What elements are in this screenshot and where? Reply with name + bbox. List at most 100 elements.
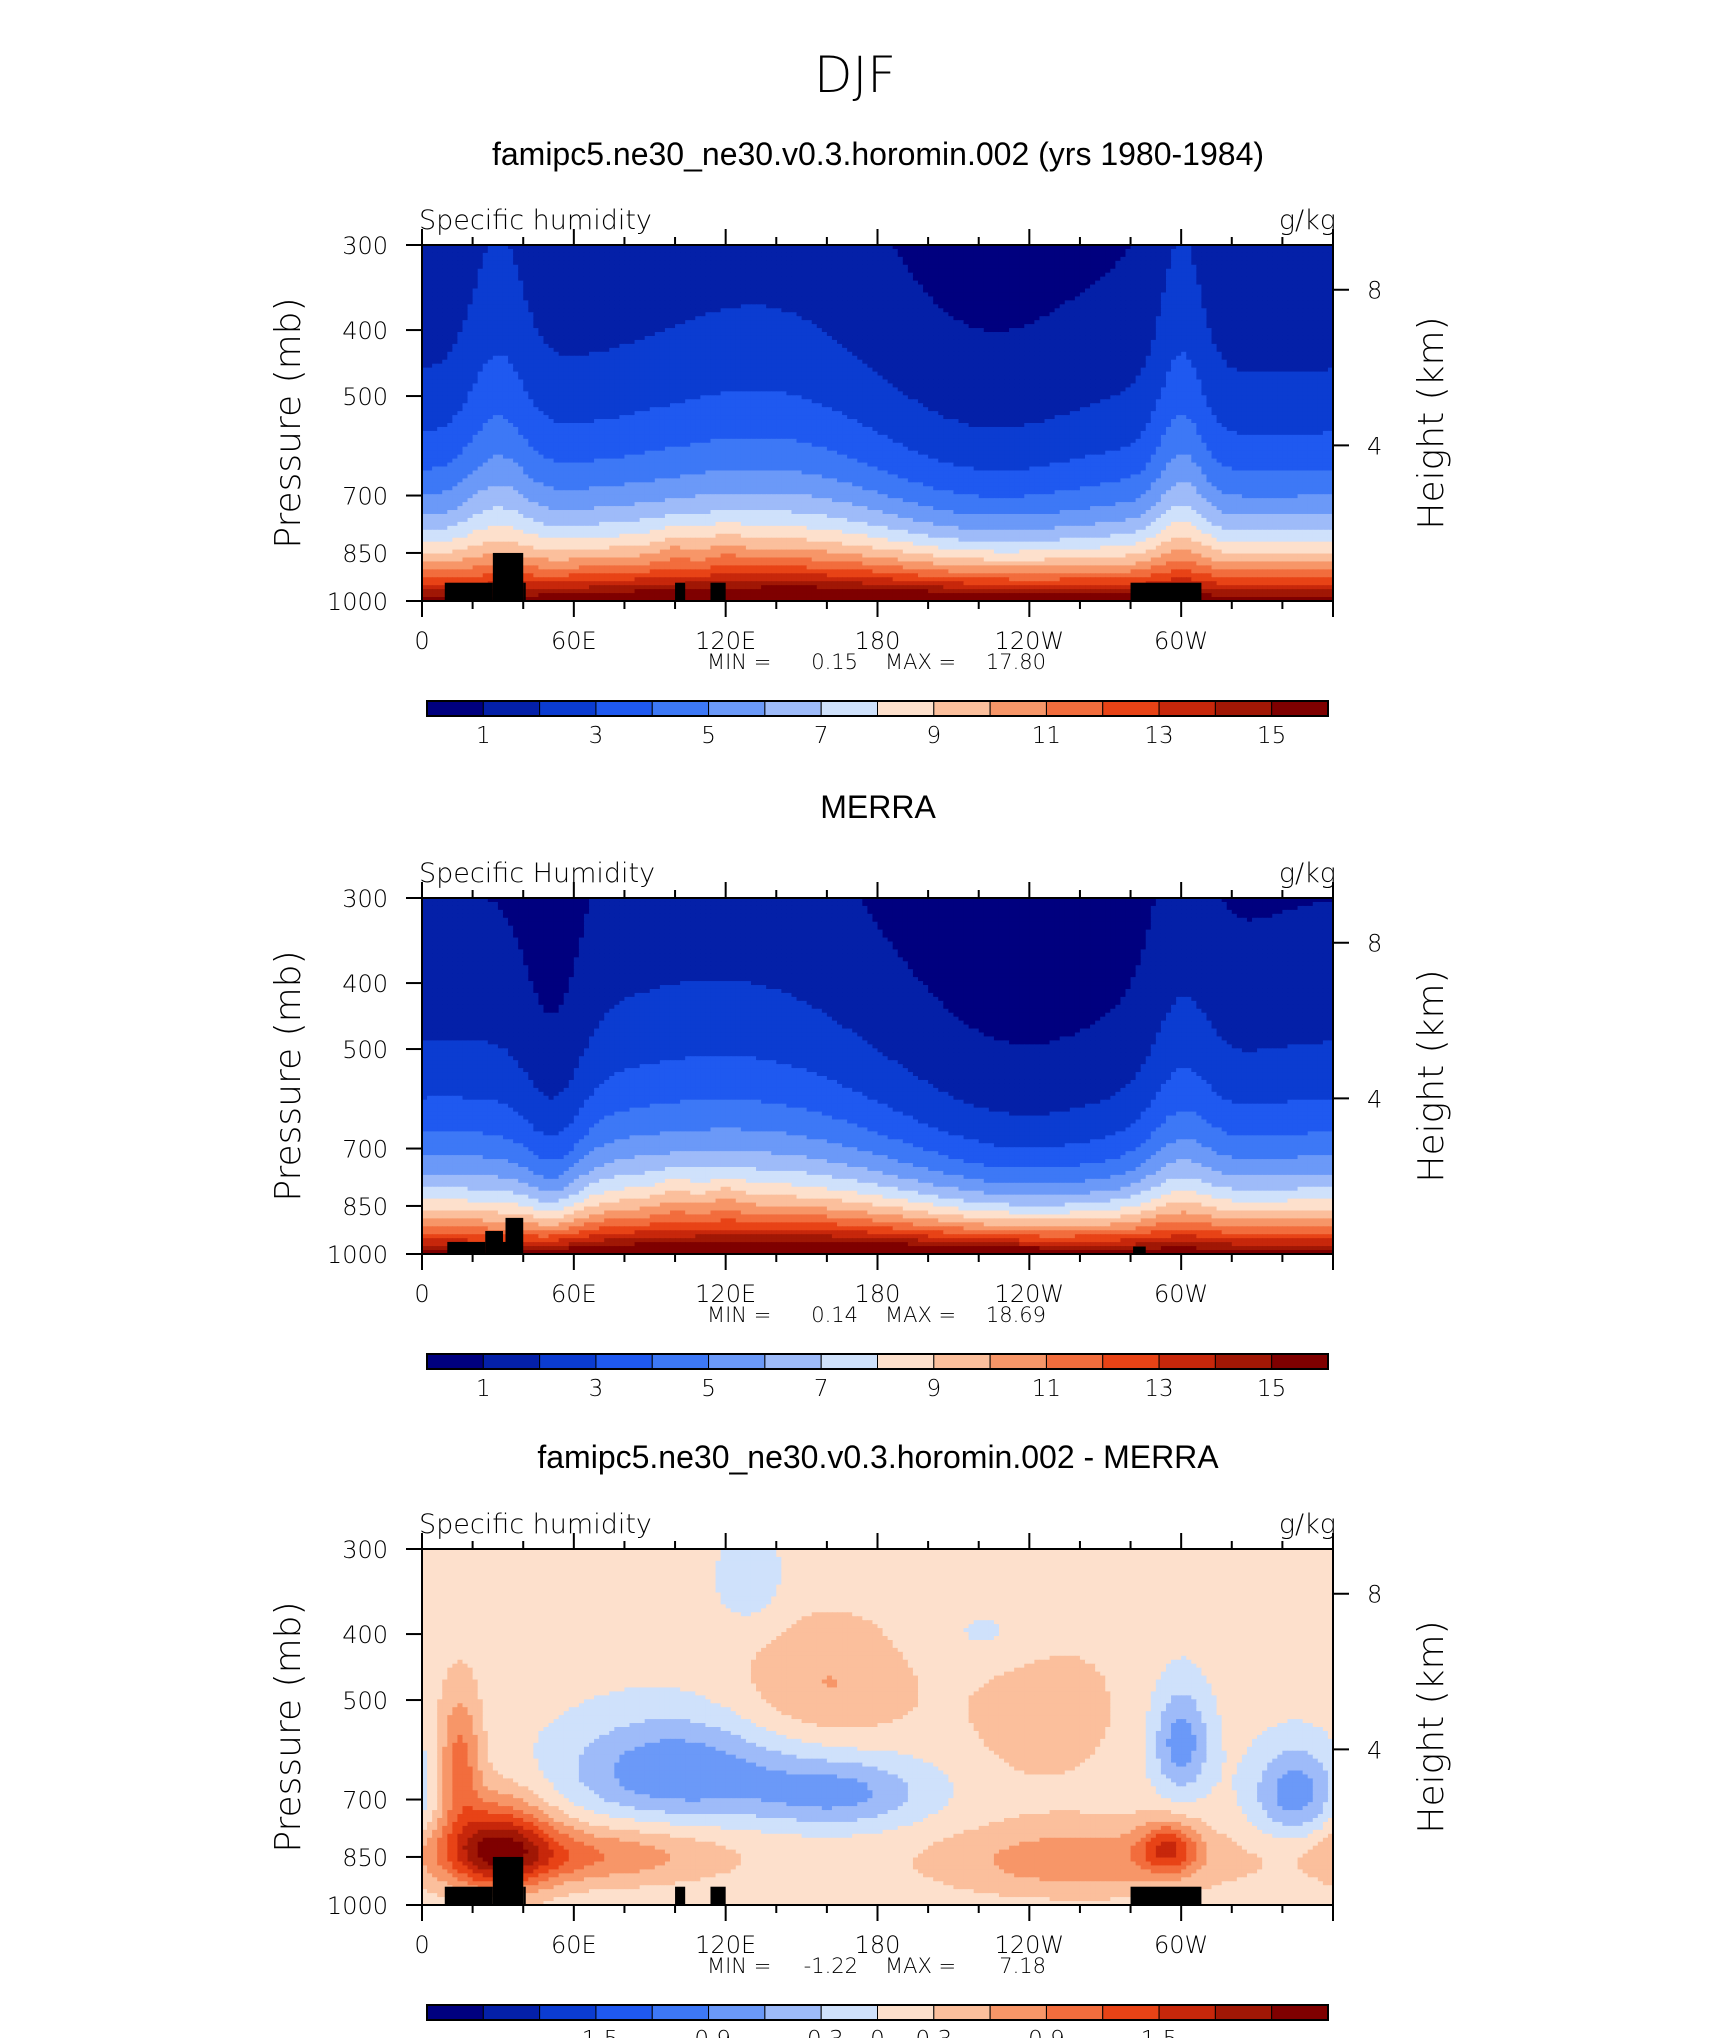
field-cell [1085, 264, 1091, 270]
field-cell [1191, 312, 1197, 317]
field-cell [538, 292, 545, 298]
field-cell [872, 300, 879, 305]
field-cell [745, 245, 752, 250]
field-cell [826, 264, 833, 270]
field-cell [847, 252, 853, 258]
field-cell [958, 284, 965, 290]
field-cell [1059, 296, 1066, 301]
field-cell [791, 343, 798, 349]
field-cell [963, 332, 970, 337]
field-cell [988, 300, 995, 305]
field-cell [877, 339, 884, 345]
field-cell [963, 248, 970, 254]
field-cell [1009, 351, 1015, 357]
field-cell [1044, 288, 1051, 294]
field-cell [847, 328, 853, 333]
field-cell [502, 320, 509, 325]
field-cell [594, 245, 600, 250]
field-cell [882, 304, 889, 309]
field-cell [948, 276, 955, 282]
field-cell [988, 252, 995, 258]
field-cell [1312, 316, 1319, 321]
field-cell [776, 260, 782, 266]
field-cell [715, 256, 722, 262]
field-cell [1307, 264, 1314, 270]
field-cell [1145, 245, 1152, 250]
field-cell [472, 347, 479, 353]
field-cell [1277, 312, 1283, 317]
field-cell [1327, 320, 1334, 325]
field-cell [998, 292, 1005, 298]
field-cell [1034, 280, 1041, 286]
field-cell [1044, 284, 1051, 290]
field-cell [589, 292, 595, 298]
field-cell [604, 268, 610, 274]
field-cell [1262, 252, 1268, 258]
field-cell [1176, 332, 1182, 337]
field-cell [599, 288, 605, 294]
field-cell [953, 268, 960, 274]
field-cell [1302, 324, 1309, 329]
field-cell [826, 312, 833, 317]
field-cell [609, 347, 615, 353]
field-cell [558, 260, 565, 266]
field-cell [497, 312, 504, 317]
field-cell [1044, 272, 1051, 278]
field-cell [948, 264, 955, 270]
field-cell [639, 320, 646, 325]
field-cell [629, 268, 636, 274]
field-cell [644, 268, 651, 274]
field-cell [761, 320, 767, 325]
field-cell [1140, 335, 1147, 341]
field-cell [973, 245, 980, 250]
field-cell [923, 288, 929, 294]
field-cell [958, 308, 965, 313]
field-cell [1171, 288, 1177, 294]
field-cell [761, 248, 767, 254]
field-cell [1019, 272, 1025, 278]
field-cell [422, 347, 428, 353]
field-cell [710, 280, 717, 286]
field-cell [1059, 288, 1066, 294]
field-cell [442, 245, 448, 250]
field-cell [831, 248, 838, 254]
field-cell [806, 351, 813, 357]
field-cell [907, 268, 914, 274]
field-cell [907, 288, 914, 294]
field-cell [1004, 347, 1010, 353]
field-cell [619, 252, 626, 258]
field-cell [629, 324, 636, 329]
field-cell [1064, 284, 1071, 290]
field-cell [583, 339, 590, 345]
field-cell [1322, 347, 1329, 353]
field-cell [862, 248, 868, 254]
field-cell [1226, 347, 1233, 353]
field-cell [907, 292, 914, 298]
field-cell [1009, 316, 1015, 321]
field-cell [1282, 245, 1289, 250]
field-cell [816, 260, 823, 266]
field-cell [735, 328, 742, 333]
field-cell [1049, 335, 1056, 341]
field-cell [437, 351, 443, 357]
field-cell [1024, 339, 1030, 345]
field-cell [1292, 308, 1299, 313]
field-cell [1105, 268, 1111, 274]
field-cell [730, 245, 737, 250]
field-cell [695, 328, 701, 333]
field-cell [1196, 343, 1203, 349]
field-cell [609, 316, 615, 321]
field-cell [528, 272, 534, 278]
field-cell [1287, 248, 1294, 254]
field-cell [1054, 328, 1061, 333]
field-cell [664, 288, 671, 294]
field-cell [771, 339, 777, 345]
field-cell [756, 320, 762, 325]
field-cell [422, 320, 428, 325]
field-cell [437, 304, 443, 309]
field-cell [973, 316, 980, 321]
field-cell [811, 248, 818, 254]
field-cell [614, 304, 620, 309]
field-cell [1064, 324, 1071, 329]
field-cell [1257, 280, 1263, 286]
